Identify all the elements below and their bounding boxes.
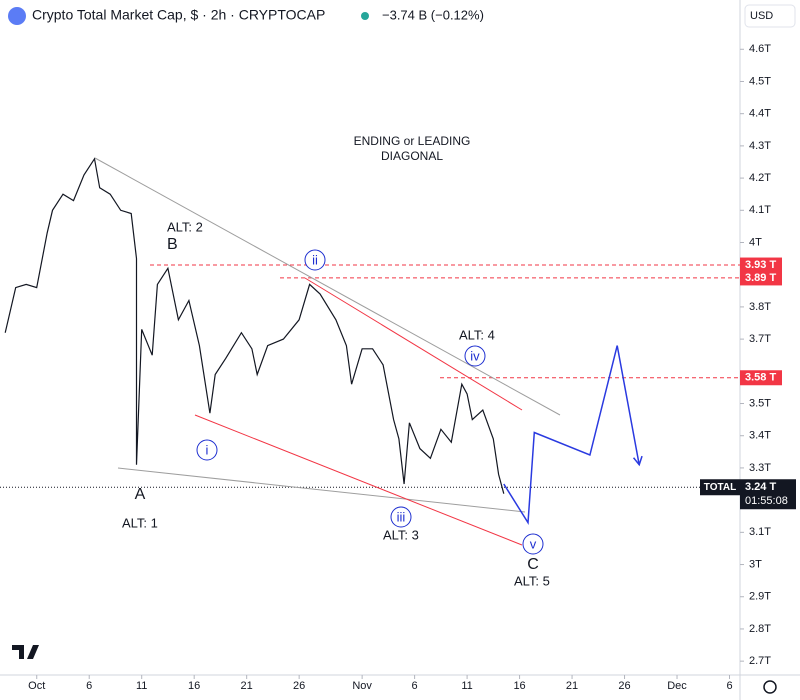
x-tick-label: 6 xyxy=(86,680,92,692)
wave-label: iii xyxy=(397,509,406,524)
wave-label: B xyxy=(167,236,178,253)
level-label: 3.58 T xyxy=(745,372,776,384)
x-tick-label: 11 xyxy=(136,680,147,692)
settings-icon[interactable] xyxy=(763,680,777,694)
y-tick-label: 3.8T xyxy=(749,301,771,313)
annotation: ENDING or LEADING xyxy=(354,134,471,148)
last-price-label: 3.24 T xyxy=(745,481,776,493)
wave-circle xyxy=(390,506,412,528)
market-status xyxy=(361,12,369,20)
wave-label: v xyxy=(530,536,537,551)
trend-line xyxy=(194,414,523,546)
level-tag xyxy=(740,257,782,273)
y-tick-label: 4.5T xyxy=(749,75,771,87)
x-tick-label: 6 xyxy=(412,680,418,692)
currency-button[interactable] xyxy=(744,4,796,28)
annotation: ALT: 3 xyxy=(383,527,419,542)
y-tick-label: 4T xyxy=(749,236,762,248)
x-tick-label: Dec xyxy=(667,680,687,692)
x-tick-label: 6 xyxy=(726,680,732,692)
x-tick-label: 26 xyxy=(618,680,630,692)
y-tick-label: 2.7T xyxy=(749,655,771,667)
y-tick-label: 4.6T xyxy=(749,43,771,55)
trend-line xyxy=(117,467,526,513)
y-tick-label: 4.1T xyxy=(749,204,771,216)
x-tick-label: Oct xyxy=(28,680,45,692)
level-tag xyxy=(740,370,782,386)
annotation: DIAGONAL xyxy=(381,149,443,163)
x-tick-label: 11 xyxy=(461,680,472,692)
wave-label: ii xyxy=(312,252,318,267)
annotation: ALT: 5 xyxy=(514,573,550,588)
y-tick-label: 2.9T xyxy=(749,591,771,603)
y-tick-label: 3.5T xyxy=(749,397,771,409)
y-tick-label: 4.3T xyxy=(749,140,771,152)
wave-circle xyxy=(304,249,326,271)
annotation: ALT: 1 xyxy=(122,515,158,530)
x-tick-label: 16 xyxy=(188,680,200,692)
wave-label: C xyxy=(527,556,539,573)
logo xyxy=(12,645,39,659)
chart-title: Crypto Total Market Cap, $ · 2h · CRYPTO… xyxy=(32,7,325,23)
wave-circle xyxy=(196,439,218,461)
series-line xyxy=(503,345,640,526)
wave-label: i xyxy=(206,442,209,457)
x-tick-label: 26 xyxy=(293,680,305,692)
currency[interactable]: USD xyxy=(750,10,773,22)
y-tick-label: 3.3T xyxy=(749,462,771,474)
x-tick-label: 16 xyxy=(513,680,525,692)
wave-label: A xyxy=(135,486,146,503)
symbol-label: TOTAL xyxy=(704,482,736,493)
countdown: 01:55:08 xyxy=(745,495,788,507)
last-price-tag xyxy=(740,479,796,510)
symbol-icon xyxy=(8,7,26,25)
change: −3.74 B (−0.12%) xyxy=(382,7,484,22)
trend-line xyxy=(304,277,523,411)
annotation: ALT: 2 xyxy=(167,219,203,234)
y-tick-label: 3.1T xyxy=(749,526,771,538)
arrow-head xyxy=(632,455,643,467)
annotation: ALT: 4 xyxy=(459,327,495,342)
x-tick-label: 21 xyxy=(566,680,578,692)
y-tick-label: 3.7T xyxy=(749,333,771,345)
level-label: 3.89 T xyxy=(745,272,776,284)
x-tick-label: Nov xyxy=(352,680,372,692)
level-tag xyxy=(740,270,782,286)
wave-label: iv xyxy=(470,348,480,363)
level-label: 3.93 T xyxy=(745,259,776,271)
x-tick-label: 21 xyxy=(241,680,253,692)
symbol-tag xyxy=(700,479,740,496)
y-tick-label: 3T xyxy=(749,558,762,570)
trend-line xyxy=(94,157,561,416)
wave-circle xyxy=(464,345,486,367)
y-tick-label: 2.8T xyxy=(749,623,771,635)
y-tick-label: 4.4T xyxy=(749,108,771,120)
wave-circle xyxy=(522,533,544,555)
y-tick-label: 3.4T xyxy=(749,430,771,442)
series-line xyxy=(4,157,505,494)
y-tick-label: 4.2T xyxy=(749,172,771,184)
